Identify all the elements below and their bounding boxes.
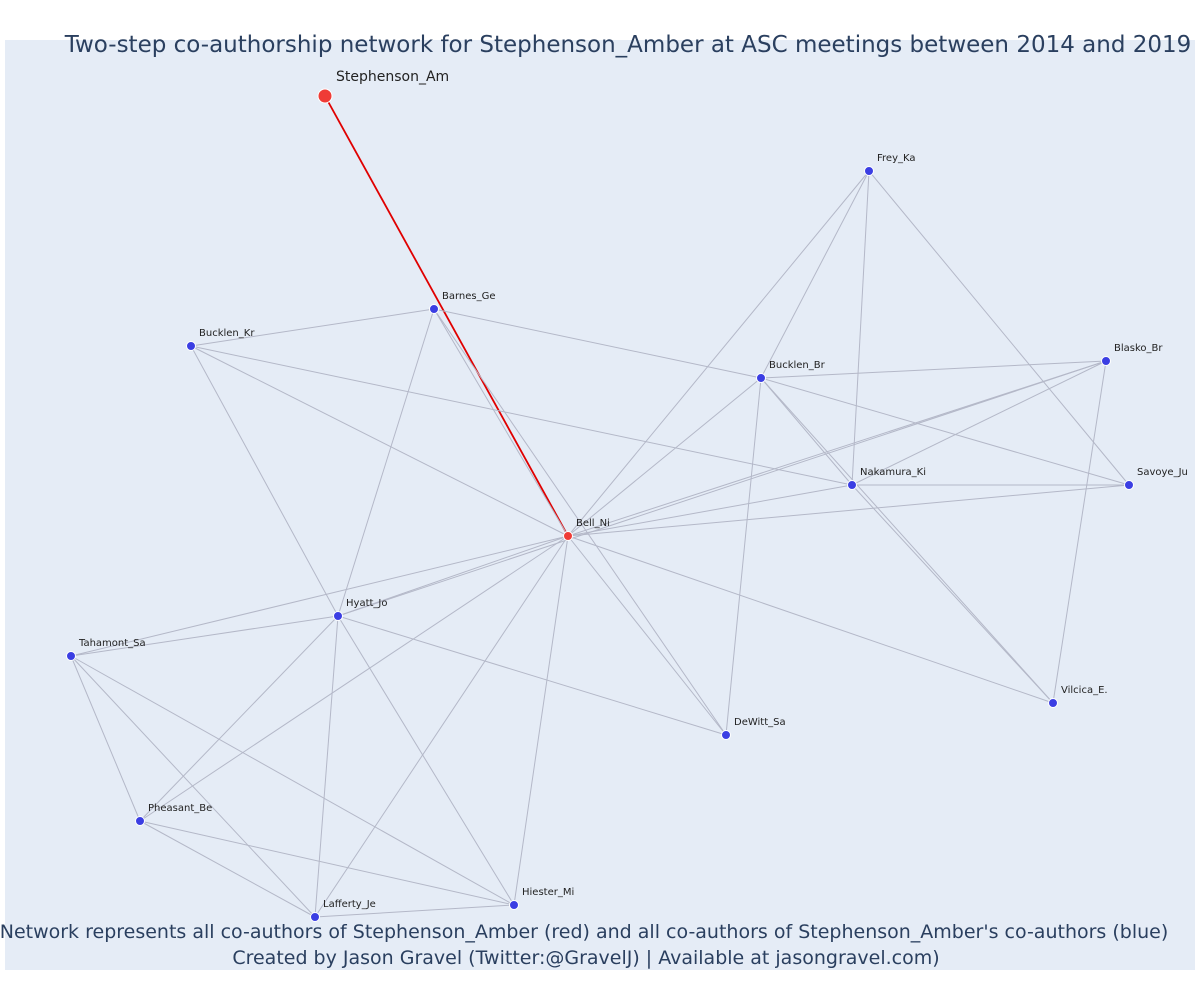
node-label-stephenson-am: Stephenson_Am bbox=[336, 69, 449, 85]
node-vilcica-e[interactable] bbox=[1048, 698, 1058, 708]
edge-bell-ni-hyatt-jo bbox=[337, 535, 569, 617]
edge-pheasant-be-lafferty-je bbox=[139, 820, 316, 918]
node-savoye-ju[interactable] bbox=[1124, 480, 1134, 490]
edge-barnes-ge-bucklen-br bbox=[433, 308, 762, 379]
edge-bell-ni-barnes-ge bbox=[433, 308, 569, 537]
node-pheasant-be[interactable] bbox=[135, 816, 145, 826]
caption-credit: Created by Jason Gravel (Twitter:@Gravel… bbox=[232, 947, 939, 969]
node-blasko-br[interactable] bbox=[1101, 356, 1111, 366]
node-label-nakamura-ki: Nakamura_Ki bbox=[860, 467, 926, 478]
node-label-barnes-ge: Barnes_Ge bbox=[442, 291, 496, 302]
edge-barnes-ge-hyatt-jo bbox=[337, 308, 435, 617]
node-barnes-ge[interactable] bbox=[429, 304, 439, 314]
edge-hiester-mi-lafferty-je bbox=[314, 904, 515, 918]
edge-barnes-ge-dewitt-sa bbox=[433, 308, 727, 736]
node-tahamont-sa[interactable] bbox=[66, 651, 76, 661]
edge-bucklen-br-savoye-ju bbox=[760, 377, 1130, 486]
edge-bell-ni-hiester-mi bbox=[513, 535, 569, 906]
chart-title: Two-step co-authorship network for Steph… bbox=[64, 32, 1192, 58]
node-label-lafferty-je: Lafferty_Je bbox=[323, 899, 376, 910]
node-bucklen-kr[interactable] bbox=[186, 341, 196, 351]
edge-bell-ni-nakamura-ki bbox=[567, 484, 853, 537]
node-label-bucklen-kr: Bucklen_Kr bbox=[199, 328, 255, 339]
edge-bell-ni-frey-ka bbox=[567, 170, 870, 537]
edge-bell-ni-blasko-br bbox=[567, 360, 1107, 537]
node-label-vilcica-e: Vilcica_E. bbox=[1061, 685, 1108, 696]
edge-bucklen-br-dewitt-sa bbox=[725, 377, 762, 736]
node-label-blasko-br: Blasko_Br bbox=[1114, 343, 1163, 354]
edge-frey-ka-bucklen-br bbox=[760, 170, 870, 379]
edge-nakamura-ki-vilcica-e bbox=[851, 484, 1054, 704]
node-bell-ni[interactable] bbox=[563, 531, 573, 541]
node-hiester-mi[interactable] bbox=[509, 900, 519, 910]
edge-bucklen-kr-hyatt-jo bbox=[190, 345, 339, 617]
edge-hyatt-jo-dewitt-sa bbox=[337, 615, 727, 736]
edge-hyatt-jo-hiester-mi bbox=[337, 615, 515, 906]
node-nakamura-ki[interactable] bbox=[847, 480, 857, 490]
node-dewitt-sa[interactable] bbox=[721, 730, 731, 740]
edge-bucklen-kr-nakamura-ki bbox=[190, 345, 853, 486]
node-label-bucklen-br: Bucklen_Br bbox=[769, 360, 826, 371]
edge-blasko-br-hyatt-jo bbox=[337, 360, 1107, 617]
node-lafferty-je[interactable] bbox=[310, 912, 320, 922]
edge-bell-ni-bucklen-br bbox=[567, 377, 762, 537]
edge-barnes-ge-bucklen-kr bbox=[190, 308, 435, 347]
node-frey-ka[interactable] bbox=[864, 166, 874, 176]
node-label-frey-ka: Frey_Ka bbox=[877, 153, 916, 164]
edge-hyatt-jo-pheasant-be bbox=[139, 615, 339, 822]
node-label-savoye-ju: Savoye_Ju bbox=[1137, 467, 1188, 478]
nodes-layer bbox=[66, 88, 1134, 922]
labels-layer: Stephenson_Am Bell_Ni Barnes_Ge Bucklen_Kr F… bbox=[78, 69, 1188, 910]
edge-bell-ni-tahamont-sa bbox=[70, 535, 569, 657]
edge-bucklen-br-blasko-br bbox=[760, 360, 1107, 379]
node-label-hiester-mi: Hiester_Mi bbox=[522, 887, 574, 898]
edge-tahamont-sa-lafferty-je bbox=[70, 655, 316, 918]
edge-bell-ni-bucklen-kr bbox=[190, 345, 569, 537]
edge-frey-ka-savoye-ju bbox=[868, 170, 1130, 486]
edge-blasko-br-vilcica-e bbox=[1052, 360, 1107, 704]
edge-pheasant-be-hiester-mi bbox=[139, 820, 515, 906]
edge-bell-ni-vilcica-e bbox=[567, 535, 1054, 704]
caption-description: Network represents all co-authors of Ste… bbox=[0, 921, 1168, 943]
edge-tahamont-sa-hiester-mi bbox=[70, 655, 515, 906]
node-label-bell-ni: Bell_Ni bbox=[576, 518, 610, 529]
node-label-dewitt-sa: DeWitt_Sa bbox=[734, 717, 786, 728]
edge-tahamont-sa-pheasant-be bbox=[70, 655, 141, 822]
edge-bell-ni-savoye-ju bbox=[567, 484, 1130, 537]
edge-bell-ni-dewitt-sa bbox=[567, 535, 727, 736]
plot-background bbox=[5, 40, 1195, 970]
node-label-hyatt-jo: Hyatt_Jo bbox=[346, 598, 387, 609]
node-hyatt-jo[interactable] bbox=[333, 611, 343, 621]
edge-bucklen-br-nakamura-ki bbox=[760, 377, 853, 486]
edge-blasko-br-nakamura-ki bbox=[851, 360, 1107, 486]
node-stephenson-am[interactable] bbox=[317, 88, 333, 104]
edge-bucklen-br-vilcica-e bbox=[760, 377, 1054, 704]
node-bucklen-br[interactable] bbox=[756, 373, 766, 383]
edge-bell-ni-pheasant-be bbox=[139, 535, 569, 822]
node-label-pheasant-be: Pheasant_Be bbox=[148, 803, 212, 814]
node-label-tahamont-sa: Tahamont_Sa bbox=[78, 638, 146, 649]
edge-bell-ni-lafferty-je bbox=[314, 535, 569, 918]
edge-hyatt-jo-tahamont-sa bbox=[70, 615, 339, 657]
edge-frey-ka-nakamura-ki bbox=[851, 170, 870, 486]
edge-hyatt-jo-lafferty-je bbox=[314, 615, 339, 918]
edge-stephenson-am-bell-ni bbox=[324, 95, 569, 537]
edges-layer bbox=[70, 95, 1130, 918]
